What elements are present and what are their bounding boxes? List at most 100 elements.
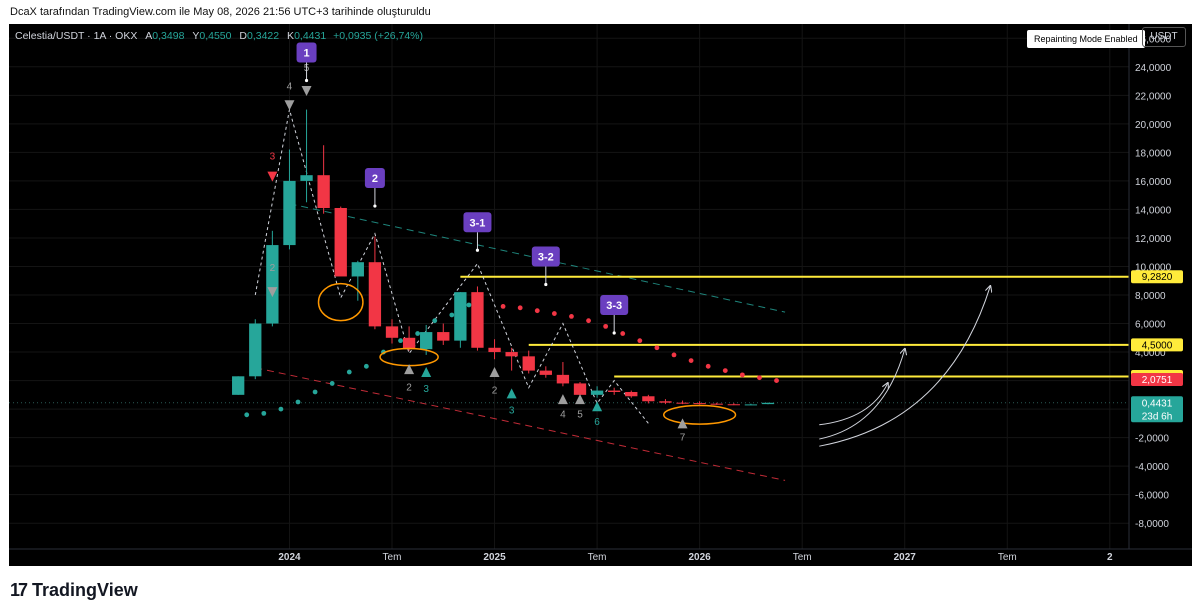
- price-tick-label: 18,0000: [1135, 148, 1172, 159]
- resistance-dot: [569, 313, 574, 319]
- pivot-label-text: 1: [303, 48, 309, 60]
- support-dot: [449, 312, 455, 318]
- candle-body: [693, 403, 706, 405]
- resistance-dot: [517, 305, 523, 311]
- triangle-up-marker: [557, 394, 568, 405]
- support-dot: [346, 369, 352, 375]
- resistance-dot: [654, 345, 660, 351]
- low-value: 0,3422: [247, 30, 280, 42]
- wave-count-label: 2: [492, 385, 498, 396]
- candle-body: [283, 180, 296, 246]
- pivot-label-text: 3-3: [606, 300, 622, 312]
- price-tick-label: 6,0000: [1135, 320, 1166, 331]
- price-label-box: [1131, 338, 1183, 352]
- wave-count-label: 7: [680, 432, 686, 443]
- wave-count-label: 4: [560, 410, 566, 421]
- candle-body: [522, 356, 535, 371]
- highlight-ellipse: [662, 404, 737, 425]
- triangle-up-marker: [421, 367, 432, 378]
- resistance-dot: [757, 375, 762, 381]
- resistance-dot: [603, 323, 609, 329]
- price-tick-label: 24,0000: [1135, 63, 1172, 74]
- candle-body: [539, 370, 552, 375]
- resistance-dot: [705, 363, 711, 369]
- price-chart[interactable]: 234523234567123-13-23-326,000024,000022,…: [9, 24, 1192, 566]
- wave-count-label: 3: [423, 384, 429, 395]
- candle-body: [556, 374, 570, 384]
- candle-body: [744, 404, 758, 406]
- currency-button[interactable]: USDT: [1142, 27, 1186, 47]
- triangle-up-marker: [575, 394, 585, 405]
- pivot-callout-dot: [475, 248, 480, 252]
- triangle-up-marker: [592, 401, 603, 412]
- price-tick-label: 26,0000: [1135, 34, 1172, 45]
- support-dot: [466, 302, 472, 308]
- price-tick-label: -6,0000: [1135, 491, 1169, 502]
- triangle-up-marker: [489, 367, 500, 378]
- candle-body: [317, 175, 330, 208]
- resistance-dot: [688, 358, 694, 364]
- pivot-callout-dot: [304, 78, 309, 83]
- brand-name: TradingView: [32, 580, 138, 600]
- candle-body: [573, 383, 587, 395]
- open-label: A: [145, 30, 153, 42]
- candle-body: [761, 402, 775, 405]
- time-tick-label: 2024: [278, 552, 301, 563]
- candle-body: [590, 390, 604, 395]
- candle-body: [454, 292, 467, 341]
- pivot-label-text: 2: [372, 173, 378, 185]
- candle-body: [437, 332, 450, 341]
- support-dot: [329, 381, 335, 386]
- resistance-dot: [500, 304, 506, 309]
- time-tick-label: Tem: [383, 552, 402, 563]
- wave-count-label: 4: [287, 82, 293, 93]
- price-tick-label: 20,0000: [1135, 120, 1172, 131]
- time-tick-label: 2025: [483, 552, 506, 563]
- pivot-label-text: 3-1: [470, 217, 486, 229]
- triangle-down-marker: [301, 86, 312, 97]
- price-tick-label: -4,0000: [1135, 462, 1169, 473]
- high-value: 0,4550: [199, 30, 232, 42]
- candle-body: [488, 347, 501, 353]
- zigzag-line: [254, 109, 649, 424]
- time-tick-label: 2026: [689, 552, 712, 563]
- resistance-dot: [586, 318, 591, 324]
- price-label-countdown: 23d 6h: [1142, 411, 1173, 422]
- candle-body: [710, 403, 723, 405]
- support-dot: [261, 410, 267, 416]
- candle-body: [232, 376, 245, 395]
- support-dot: [312, 389, 318, 395]
- symbol-name: Celestia/USDT · 1A · OKX: [15, 30, 138, 42]
- pivot-label-box: [600, 294, 629, 315]
- close-value: 0,4431: [294, 30, 327, 42]
- candle-body: [402, 337, 416, 350]
- pivot-callout-dot: [544, 282, 548, 287]
- triangle-down-marker: [284, 100, 295, 111]
- price-label-box: [1131, 373, 1183, 387]
- triangle-up-marker: [677, 418, 688, 429]
- candle-body: [351, 262, 364, 277]
- attribution-text: DcaX tarafından TradingView.com ile May …: [10, 6, 431, 18]
- high-label: Y: [192, 30, 200, 42]
- price-label-text: 4,5000: [1142, 340, 1173, 351]
- candle-body: [642, 396, 655, 402]
- support-dot: [363, 363, 369, 369]
- candle-body: [608, 390, 621, 392]
- price-tick-label: 14,0000: [1135, 205, 1172, 216]
- chart-area[interactable]: 234523234567123-13-23-326,000024,000022,…: [9, 24, 1192, 566]
- price-tick-label: 12,0000: [1135, 234, 1172, 245]
- low-label: D: [239, 30, 247, 42]
- projection-arrow: [819, 349, 904, 440]
- resistance-dot: [551, 311, 557, 316]
- open-value: 0,3498: [152, 30, 185, 42]
- projection-arrow: [819, 286, 990, 447]
- pivot-label-box: [364, 168, 385, 189]
- candle-body: [727, 404, 740, 406]
- wave-count-label: 6: [594, 417, 600, 428]
- time-tick-label: Tem: [588, 552, 607, 563]
- price-tick-label: -8,0000: [1135, 519, 1169, 530]
- projection-arrow: [819, 383, 887, 426]
- price-label-text: 2,0751: [1142, 375, 1173, 386]
- candle-body: [676, 402, 689, 404]
- pivot-callout-dot: [373, 204, 377, 208]
